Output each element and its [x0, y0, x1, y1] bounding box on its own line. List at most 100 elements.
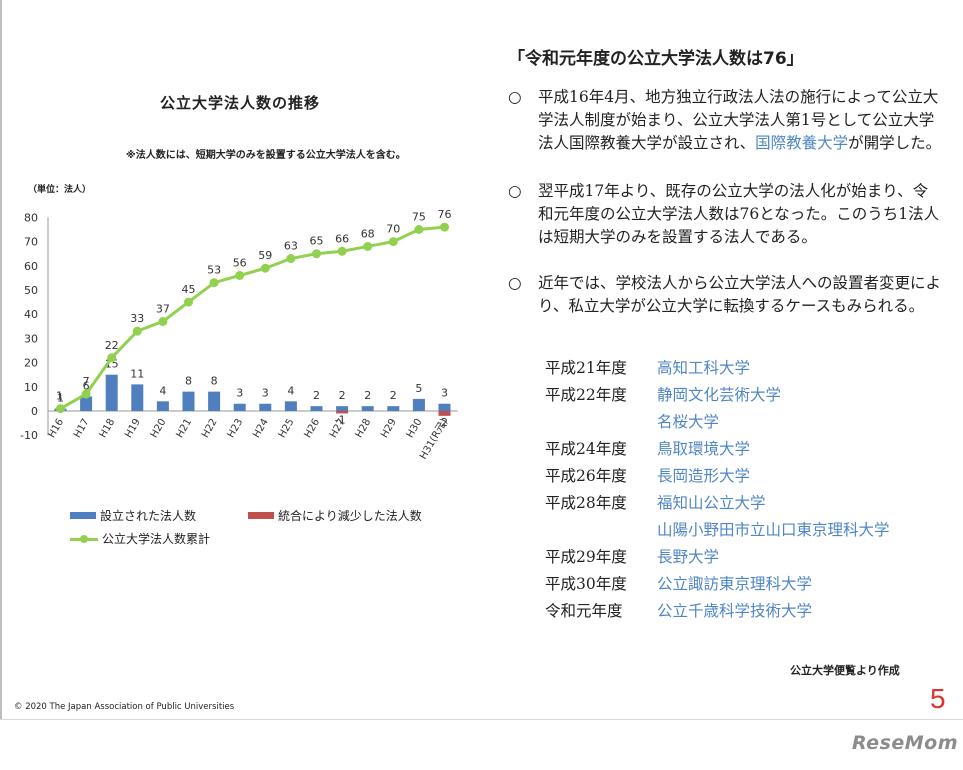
list-item: 平成26年度 長岡造形大学 — [545, 464, 955, 491]
bullet-2-mark: ○ — [508, 182, 522, 200]
established-data-label: 3 — [262, 387, 269, 400]
cumulative-data-label: 37 — [156, 302, 170, 315]
resemom-watermark-logo: ReseMom — [852, 732, 959, 754]
legend-established-swatch — [70, 512, 96, 519]
univ-name-link[interactable]: 長野大学 — [657, 548, 720, 566]
page-number: 5 — [930, 683, 946, 714]
y-tick-label: 20 — [24, 357, 38, 370]
bullet-1-text: 平成16年4月、地方独立行政法人法の施行によって公立大学法人制度が始まり、公立大… — [538, 86, 943, 155]
cumulative-point — [184, 297, 193, 307]
cumulative-data-label: 33 — [130, 312, 144, 325]
univ-year: 平成30年度 — [545, 575, 627, 593]
established-data-label: 6 — [83, 379, 90, 392]
legend-reduced: 統合により減少した法人数 — [248, 507, 422, 524]
cumulative-series-line — [59, 225, 445, 410]
established-data-label: 4 — [159, 384, 166, 397]
chart-unit-label: （単位：法人） — [28, 185, 92, 195]
univ-name-link[interactable]: 静岡文化芸術大学 — [657, 386, 782, 404]
y-tick-label: -10 — [20, 429, 38, 442]
right-heading: 「令和元年度の公立大学法人数は76」 — [508, 49, 804, 69]
bullet-1-body: 平成16年4月、地方独立行政法人法の施行によって公立大学法人制度が始まり、公立大… — [538, 88, 939, 152]
bar-established — [233, 403, 246, 411]
cumulative-data-label: 76 — [438, 208, 452, 221]
y-tick-label: 80 — [24, 211, 38, 224]
univ-name-link[interactable]: 長岡造形大学 — [657, 467, 751, 485]
cumulative-data-label: 53 — [207, 264, 221, 277]
y-tick-label: 0 — [31, 405, 38, 418]
y-tick-label: 70 — [24, 236, 38, 249]
x-tick-label: H19 — [123, 417, 143, 440]
bar-established — [105, 374, 118, 411]
x-tick-label: H26 — [302, 417, 322, 440]
univ-year: 平成29年度 — [545, 548, 627, 566]
bar-established — [182, 391, 195, 411]
bar-reduced — [438, 411, 451, 416]
kokusai-kyoyo-link[interactable]: 国際教養大学 — [755, 134, 849, 152]
bar-established — [156, 401, 169, 411]
x-tick-label: H30 — [405, 417, 425, 440]
list-item: 平成22年度 静岡文化芸術大学 — [545, 383, 955, 410]
cumulative-data-label: 56 — [233, 256, 247, 269]
x-tick-label: H28 — [354, 417, 374, 440]
bar-established — [284, 401, 297, 411]
list-item: 平成24年度 鳥取環境大学 — [545, 437, 955, 464]
x-tick-label: H16 — [46, 417, 66, 440]
univ-name-link[interactable]: 福知山公立大学 — [657, 494, 766, 512]
bullet-3-mark: ○ — [508, 274, 522, 292]
established-data-label: 4 — [287, 384, 294, 397]
list-item: 平成30年度 公立諏訪東京理科大学 — [545, 572, 955, 599]
cumulative-data-label: 7 — [83, 375, 90, 388]
established-data-label: 5 — [415, 382, 422, 395]
cumulative-point — [414, 225, 424, 234]
cumulative-data-label: 22 — [105, 339, 119, 352]
legend-cumulative: 公立大学法人数累計 — [70, 530, 210, 547]
list-item: 平成28年度 福知山公立大学 — [545, 491, 955, 518]
cumulative-point — [56, 404, 65, 414]
cumulative-point — [107, 353, 117, 363]
cumulative-point — [286, 254, 296, 264]
x-tick-label: H21 — [174, 417, 194, 440]
cumulative-point — [337, 246, 347, 256]
bullet-1-mark: ○ — [508, 88, 522, 106]
y-tick-label: 60 — [24, 260, 38, 273]
x-tick-label: H29 — [379, 417, 399, 440]
x-tick-label: H20 — [149, 417, 169, 440]
bullet-3-text: 近年では、学校法人から公立大学法人への設置者変更により、私立大学が公立大学に転換… — [538, 274, 942, 315]
established-data-label: 2 — [390, 389, 397, 402]
cumulative-data-label: 59 — [258, 249, 272, 262]
y-tick-label: 50 — [24, 284, 38, 297]
cumulative-point — [260, 263, 270, 273]
list-item: 平成29年度 長野大学 — [545, 545, 955, 572]
list-item: 平成21年度 高知工科大学 — [545, 356, 955, 383]
cumulative-data-label: 1 — [56, 390, 63, 403]
established-data-label: 8 — [185, 375, 192, 388]
cumulative-point — [132, 326, 142, 336]
chart-note: ※法人数には、短期大学のみを設置する公立大学法人を含む。 — [126, 150, 406, 161]
established-data-label: 8 — [211, 375, 218, 388]
univ-name-link[interactable]: 山陽小野田市立山口東京理科大学 — [657, 521, 890, 539]
univ-name-link[interactable]: 名桜大学 — [657, 413, 720, 431]
univ-name-link[interactable]: 高知工科大学 — [657, 359, 751, 377]
copyright: © 2020 The Japan Association of Public U… — [14, 702, 235, 712]
established-data-label: 2 — [313, 389, 320, 402]
established-data-label: 1 — [57, 392, 64, 405]
univ-year: 平成22年度 — [545, 386, 627, 404]
reduced-data-label: -1 — [335, 413, 346, 426]
univ-name-link[interactable]: 鳥取環境大学 — [657, 440, 751, 458]
univ-name-link[interactable]: 公立諏訪東京理科大学 — [657, 575, 813, 593]
x-tick-label: H22 — [200, 417, 220, 440]
bar-established — [412, 398, 425, 411]
cumulative-point — [158, 316, 168, 326]
legend-established-label: 設立された法人数 — [100, 509, 197, 523]
cumulative-point — [440, 222, 449, 232]
univ-name-link[interactable]: 公立千歳科学技術大学 — [657, 602, 813, 620]
list-item: 山陽小野田市立山口東京理科大学 — [545, 518, 955, 545]
cumulative-data-label: 75 — [412, 211, 426, 224]
legend-reduced-swatch — [248, 512, 274, 519]
legend-established: 設立された法人数 — [70, 507, 196, 524]
established-data-label: 2 — [339, 389, 346, 402]
x-tick-label: H24 — [251, 417, 271, 440]
legend-cumulative-label: 公立大学法人数累計 — [102, 532, 211, 546]
cumulative-point — [81, 389, 91, 399]
univ-year: 平成21年度 — [545, 359, 627, 377]
